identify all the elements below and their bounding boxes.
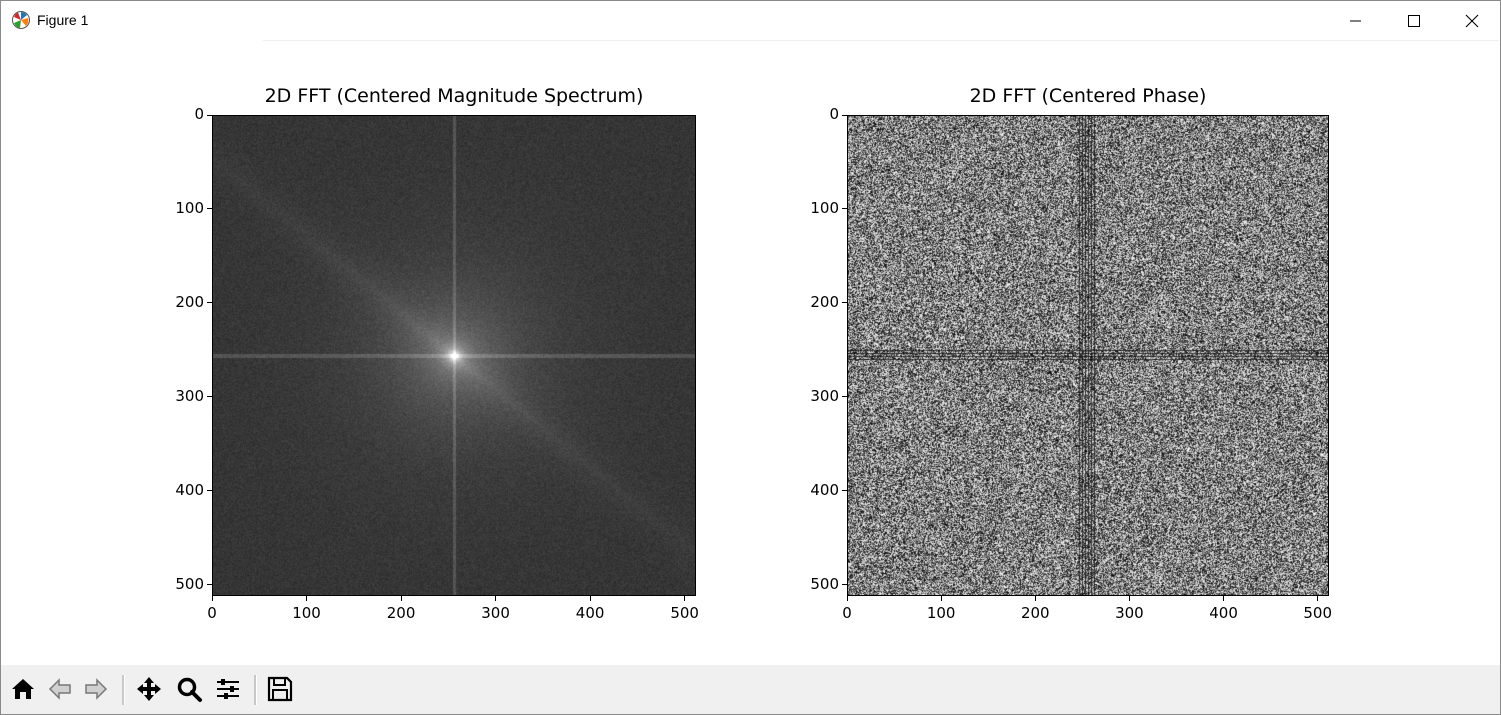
x-tick-mark xyxy=(211,596,213,601)
pan-button[interactable] xyxy=(133,673,165,705)
magnitude-plot-title: 2D FFT (Centered Magnitude Spectrum) xyxy=(264,85,644,107)
y-tick-mark xyxy=(842,584,847,586)
y-tick-label: 400 xyxy=(810,480,839,499)
y-tick-label: 300 xyxy=(810,386,839,405)
move-icon xyxy=(137,677,161,701)
y-tick-mark xyxy=(842,114,847,116)
configure-subplots-button[interactable] xyxy=(212,673,244,705)
toolbar-separator xyxy=(254,675,257,705)
y-tick-mark xyxy=(207,396,212,398)
y-tick-mark xyxy=(842,396,847,398)
y-tick-mark xyxy=(842,208,847,210)
x-tick-mark xyxy=(846,596,848,601)
y-tick-label: 200 xyxy=(175,292,204,311)
magnifier-icon xyxy=(177,677,202,702)
x-tick-label: 400 xyxy=(1209,604,1238,622)
x-tick-label: 0 xyxy=(207,604,217,622)
y-tick-label: 300 xyxy=(175,386,204,405)
minimize-icon xyxy=(1350,20,1361,22)
x-tick-label: 100 xyxy=(926,604,956,622)
title-bar[interactable]: Figure 1 xyxy=(1,1,1500,41)
close-button[interactable] xyxy=(1443,1,1500,41)
matplotlib-logo-icon xyxy=(11,10,31,30)
y-tick-mark xyxy=(207,584,212,586)
zoom-button[interactable] xyxy=(173,673,205,705)
x-tick-label: 200 xyxy=(386,604,416,622)
y-tick-label: 200 xyxy=(810,292,839,311)
y-tick-mark xyxy=(207,302,212,304)
y-tick-mark xyxy=(207,114,212,116)
x-tick-label: 500 xyxy=(1303,604,1333,622)
y-tick-mark xyxy=(207,208,212,210)
y-tick-label: 0 xyxy=(194,105,204,123)
y-tick-mark xyxy=(842,302,847,304)
home-icon xyxy=(12,679,34,699)
y-tick-label: 100 xyxy=(175,198,204,217)
phase-spectrum-plot[interactable] xyxy=(847,115,1329,596)
arrow-left-icon xyxy=(48,678,71,700)
x-tick-mark xyxy=(306,596,308,601)
close-icon xyxy=(1465,14,1479,28)
phase-plot-title: 2D FFT (Centered Phase) xyxy=(969,85,1207,107)
window-title: Figure 1 xyxy=(37,12,89,28)
x-tick-mark xyxy=(1317,596,1319,601)
y-tick-label: 100 xyxy=(810,198,839,217)
magnitude-spectrum-image xyxy=(213,116,695,595)
x-tick-mark xyxy=(495,596,497,601)
y-tick-label: 400 xyxy=(175,480,204,499)
x-tick-label: 400 xyxy=(575,604,605,622)
y-tick-label: 500 xyxy=(175,574,204,593)
maximize-button[interactable] xyxy=(1385,1,1443,41)
x-tick-mark xyxy=(1223,596,1225,601)
x-tick-mark xyxy=(589,596,591,601)
x-tick-label: 500 xyxy=(670,604,699,622)
x-tick-label: 100 xyxy=(292,604,321,622)
floppy-disk-icon xyxy=(267,676,293,702)
x-tick-label: 200 xyxy=(1020,604,1050,622)
y-tick-mark xyxy=(842,490,847,492)
home-button[interactable] xyxy=(7,673,39,705)
toolbar-separator xyxy=(122,675,125,705)
x-tick-mark xyxy=(1128,596,1130,601)
arrow-right-icon xyxy=(85,678,108,700)
x-tick-label: 300 xyxy=(481,604,510,622)
magnitude-spectrum-plot[interactable] xyxy=(212,115,696,596)
sliders-icon xyxy=(217,679,239,699)
x-tick-mark xyxy=(400,596,402,601)
save-button[interactable] xyxy=(264,673,296,705)
phase-spectrum-image xyxy=(848,116,1328,595)
figure-canvas[interactable]: 2D FFT (Centered Magnitude Spectrum) 0 10… xyxy=(1,41,1500,665)
x-tick-label: 300 xyxy=(1115,604,1144,622)
back-button[interactable] xyxy=(44,673,76,705)
minimize-button[interactable] xyxy=(1327,1,1385,41)
title-divider xyxy=(263,40,1499,41)
maximize-icon xyxy=(1408,15,1420,27)
x-tick-mark xyxy=(940,596,942,601)
y-tick-mark xyxy=(207,490,212,492)
navigation-toolbar xyxy=(1,665,1500,714)
x-tick-mark xyxy=(1034,596,1036,601)
y-tick-label: 0 xyxy=(829,105,839,123)
x-tick-label: 0 xyxy=(842,604,852,622)
forward-button[interactable] xyxy=(80,673,112,705)
y-tick-label: 500 xyxy=(810,574,839,593)
x-tick-mark xyxy=(684,596,686,601)
